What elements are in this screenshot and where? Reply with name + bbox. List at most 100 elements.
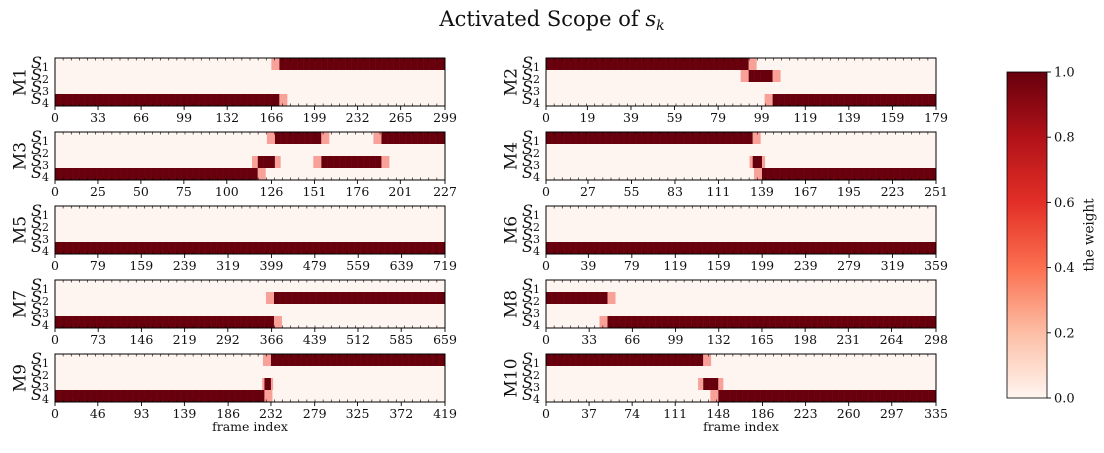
panel-label: M3 <box>11 142 31 170</box>
x-tick-label: 46 <box>90 406 106 421</box>
x-tick-label: 139 <box>750 184 774 199</box>
transition-cell <box>703 354 712 366</box>
x-tick-label: 119 <box>793 110 817 125</box>
transition-cell <box>764 94 773 106</box>
active-cell-s1 <box>274 132 322 144</box>
active-cell-s4 <box>546 242 936 254</box>
x-tick-label: 73 <box>90 332 106 347</box>
x-tick-label: 223 <box>794 406 818 421</box>
x-tick-label: 0 <box>51 184 59 199</box>
x-tick-label: 260 <box>837 406 861 421</box>
x-tick-label: 75 <box>176 184 192 199</box>
x-tick-label: 179 <box>924 110 948 125</box>
x-tick-label: 66 <box>133 110 149 125</box>
transition-cell <box>252 156 258 168</box>
transition-cell <box>381 156 390 168</box>
active-cell-s1 <box>381 132 445 144</box>
colorbar-tick-label: 0.4 <box>1054 261 1075 276</box>
x-tick-label: 186 <box>216 406 240 421</box>
x-tick-label: 319 <box>881 258 905 273</box>
x-tick-label: 439 <box>303 332 327 347</box>
colorbar: 0.0 0.2 0.4 0.6 0.8 1.0 the weight <box>1006 66 1098 407</box>
x-tick-label: 279 <box>303 406 327 421</box>
x-tick-label: 264 <box>880 332 904 347</box>
x-tick-label: 167 <box>794 184 818 199</box>
x-tick-label: 39 <box>623 110 639 125</box>
active-cell-s4 <box>607 316 936 328</box>
x-tick-label: 132 <box>707 332 731 347</box>
x-tick-label: 139 <box>172 406 196 421</box>
x-tick-label: 319 <box>216 258 240 273</box>
transition-cell <box>264 390 273 402</box>
x-tick-label: 239 <box>794 258 818 273</box>
panel-label: M6 <box>502 216 522 244</box>
panel-label: M10 <box>502 358 522 397</box>
x-axis-label: frame index <box>703 419 779 434</box>
x-tick-label: 231 <box>836 332 860 347</box>
x-tick-label: 50 <box>133 184 149 199</box>
colorbar-tick-label: 0.0 <box>1054 392 1075 407</box>
x-tick-label: 27 <box>580 184 596 199</box>
active-cell-s4 <box>55 94 280 106</box>
x-tick-label: 148 <box>706 406 730 421</box>
transition-cell <box>740 70 749 82</box>
active-cell-s2 <box>546 292 608 304</box>
x-tick-label: 223 <box>881 184 905 199</box>
x-tick-label: 297 <box>880 406 904 421</box>
x-tick-label: 99 <box>176 110 192 125</box>
x-tick-label: 299 <box>433 110 457 125</box>
x-tick-label: 111 <box>707 184 731 199</box>
x-tick-label: 325 <box>346 406 370 421</box>
x-tick-label: 559 <box>346 258 370 273</box>
panel-label: M5 <box>11 216 31 244</box>
x-tick-label: 199 <box>303 110 327 125</box>
x-tick-label: 111 <box>663 406 687 421</box>
colorbar-tick-label: 0.2 <box>1054 326 1075 341</box>
transition-cell <box>274 156 281 168</box>
transition-cell <box>710 390 719 402</box>
x-tick-label: 119 <box>663 258 687 273</box>
transition-cell <box>266 132 275 144</box>
transition-cell <box>748 58 757 70</box>
x-tick-label: 479 <box>303 258 327 273</box>
transition-cell <box>257 168 266 180</box>
x-tick-label: 195 <box>837 184 861 199</box>
x-tick-label: 372 <box>389 406 413 421</box>
active-cell-s3 <box>257 156 275 168</box>
panel-label: M1 <box>11 68 31 96</box>
colorbar-label: the weight <box>1082 198 1098 272</box>
x-tick-label: 79 <box>624 258 640 273</box>
x-tick-label: 66 <box>624 332 640 347</box>
active-cell-s1 <box>279 58 445 70</box>
transition-cell <box>279 94 288 106</box>
transition-cell <box>607 292 616 304</box>
x-tick-label: 186 <box>751 406 775 421</box>
active-cell-s4 <box>55 390 265 402</box>
transition-cell <box>761 156 766 168</box>
x-tick-label: 165 <box>750 332 774 347</box>
x-tick-label: 79 <box>710 110 726 125</box>
panel-label: M7 <box>11 290 31 318</box>
x-tick-label: 232 <box>346 110 370 125</box>
x-tick-label: 132 <box>215 110 239 125</box>
x-tick-label: 219 <box>173 332 197 347</box>
x-tick-label: 166 <box>260 110 284 125</box>
transition-cell <box>373 132 382 144</box>
x-tick-label: 139 <box>837 110 861 125</box>
active-cell-s3 <box>752 156 762 168</box>
x-tick-label: 232 <box>259 406 283 421</box>
transition-cell <box>753 168 762 180</box>
chart-title: Activated Scope of sk <box>438 7 664 34</box>
colorbar-gradient <box>1006 71 1048 399</box>
x-tick-label: 0 <box>51 258 59 273</box>
transition-cell <box>270 378 274 390</box>
transition-cell <box>599 316 608 328</box>
x-tick-label: 279 <box>837 258 861 273</box>
x-tick-label: 0 <box>542 258 550 273</box>
x-tick-label: 292 <box>216 332 240 347</box>
